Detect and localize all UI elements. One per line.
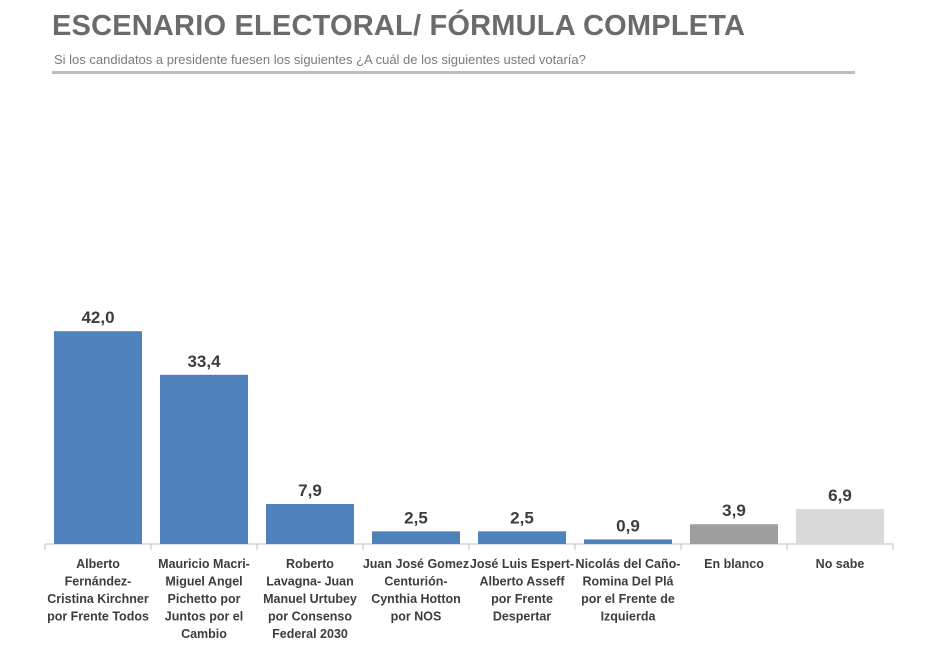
category-label-1: Mauricio Macri-Miguel Angel Pichetto por J… [158, 557, 250, 641]
data-label-4: 2,5 [510, 508, 534, 527]
bar-1 [160, 374, 248, 544]
chart-subtitle: Si los candidatos a presidente fuesen lo… [54, 52, 586, 67]
page-title: ESCENARIO ELECTORAL/ FÓRMULA COMPLETA [52, 10, 746, 42]
category-label-4: José Luis Espert-Alberto Asseff por Frent… [470, 557, 574, 624]
data-label-2: 7,9 [298, 481, 322, 500]
data-label-7: 6,9 [828, 486, 852, 505]
title-divider [52, 71, 855, 74]
bar-0 [54, 331, 142, 544]
bar-3 [372, 531, 460, 544]
bar-6 [690, 524, 778, 544]
category-label-0: Alberto Fernández-Cristina Kirchner por Fr… [47, 557, 149, 624]
data-label-6: 3,9 [722, 501, 746, 520]
category-label-5: Nicolás del Caño-Romina Del Plá por el Fr… [576, 557, 681, 624]
category-label-6: En blanco [704, 557, 764, 571]
bar-5 [584, 539, 672, 544]
bar-4 [478, 531, 566, 544]
category-label-3: Juan José Gomez Centurión-Cynthia Hotton p… [363, 557, 469, 624]
bar-2 [266, 503, 354, 544]
data-label-5: 0,9 [616, 516, 640, 535]
data-label-3: 2,5 [404, 508, 428, 527]
data-label-0: 42,0 [81, 308, 114, 327]
category-label-7: No sabe [816, 557, 865, 571]
bar-7 [796, 509, 884, 544]
category-label-2: Roberto Lavagna- Juan Manuel Urtubey por Co… [263, 557, 357, 641]
data-label-1: 33,4 [187, 352, 221, 371]
